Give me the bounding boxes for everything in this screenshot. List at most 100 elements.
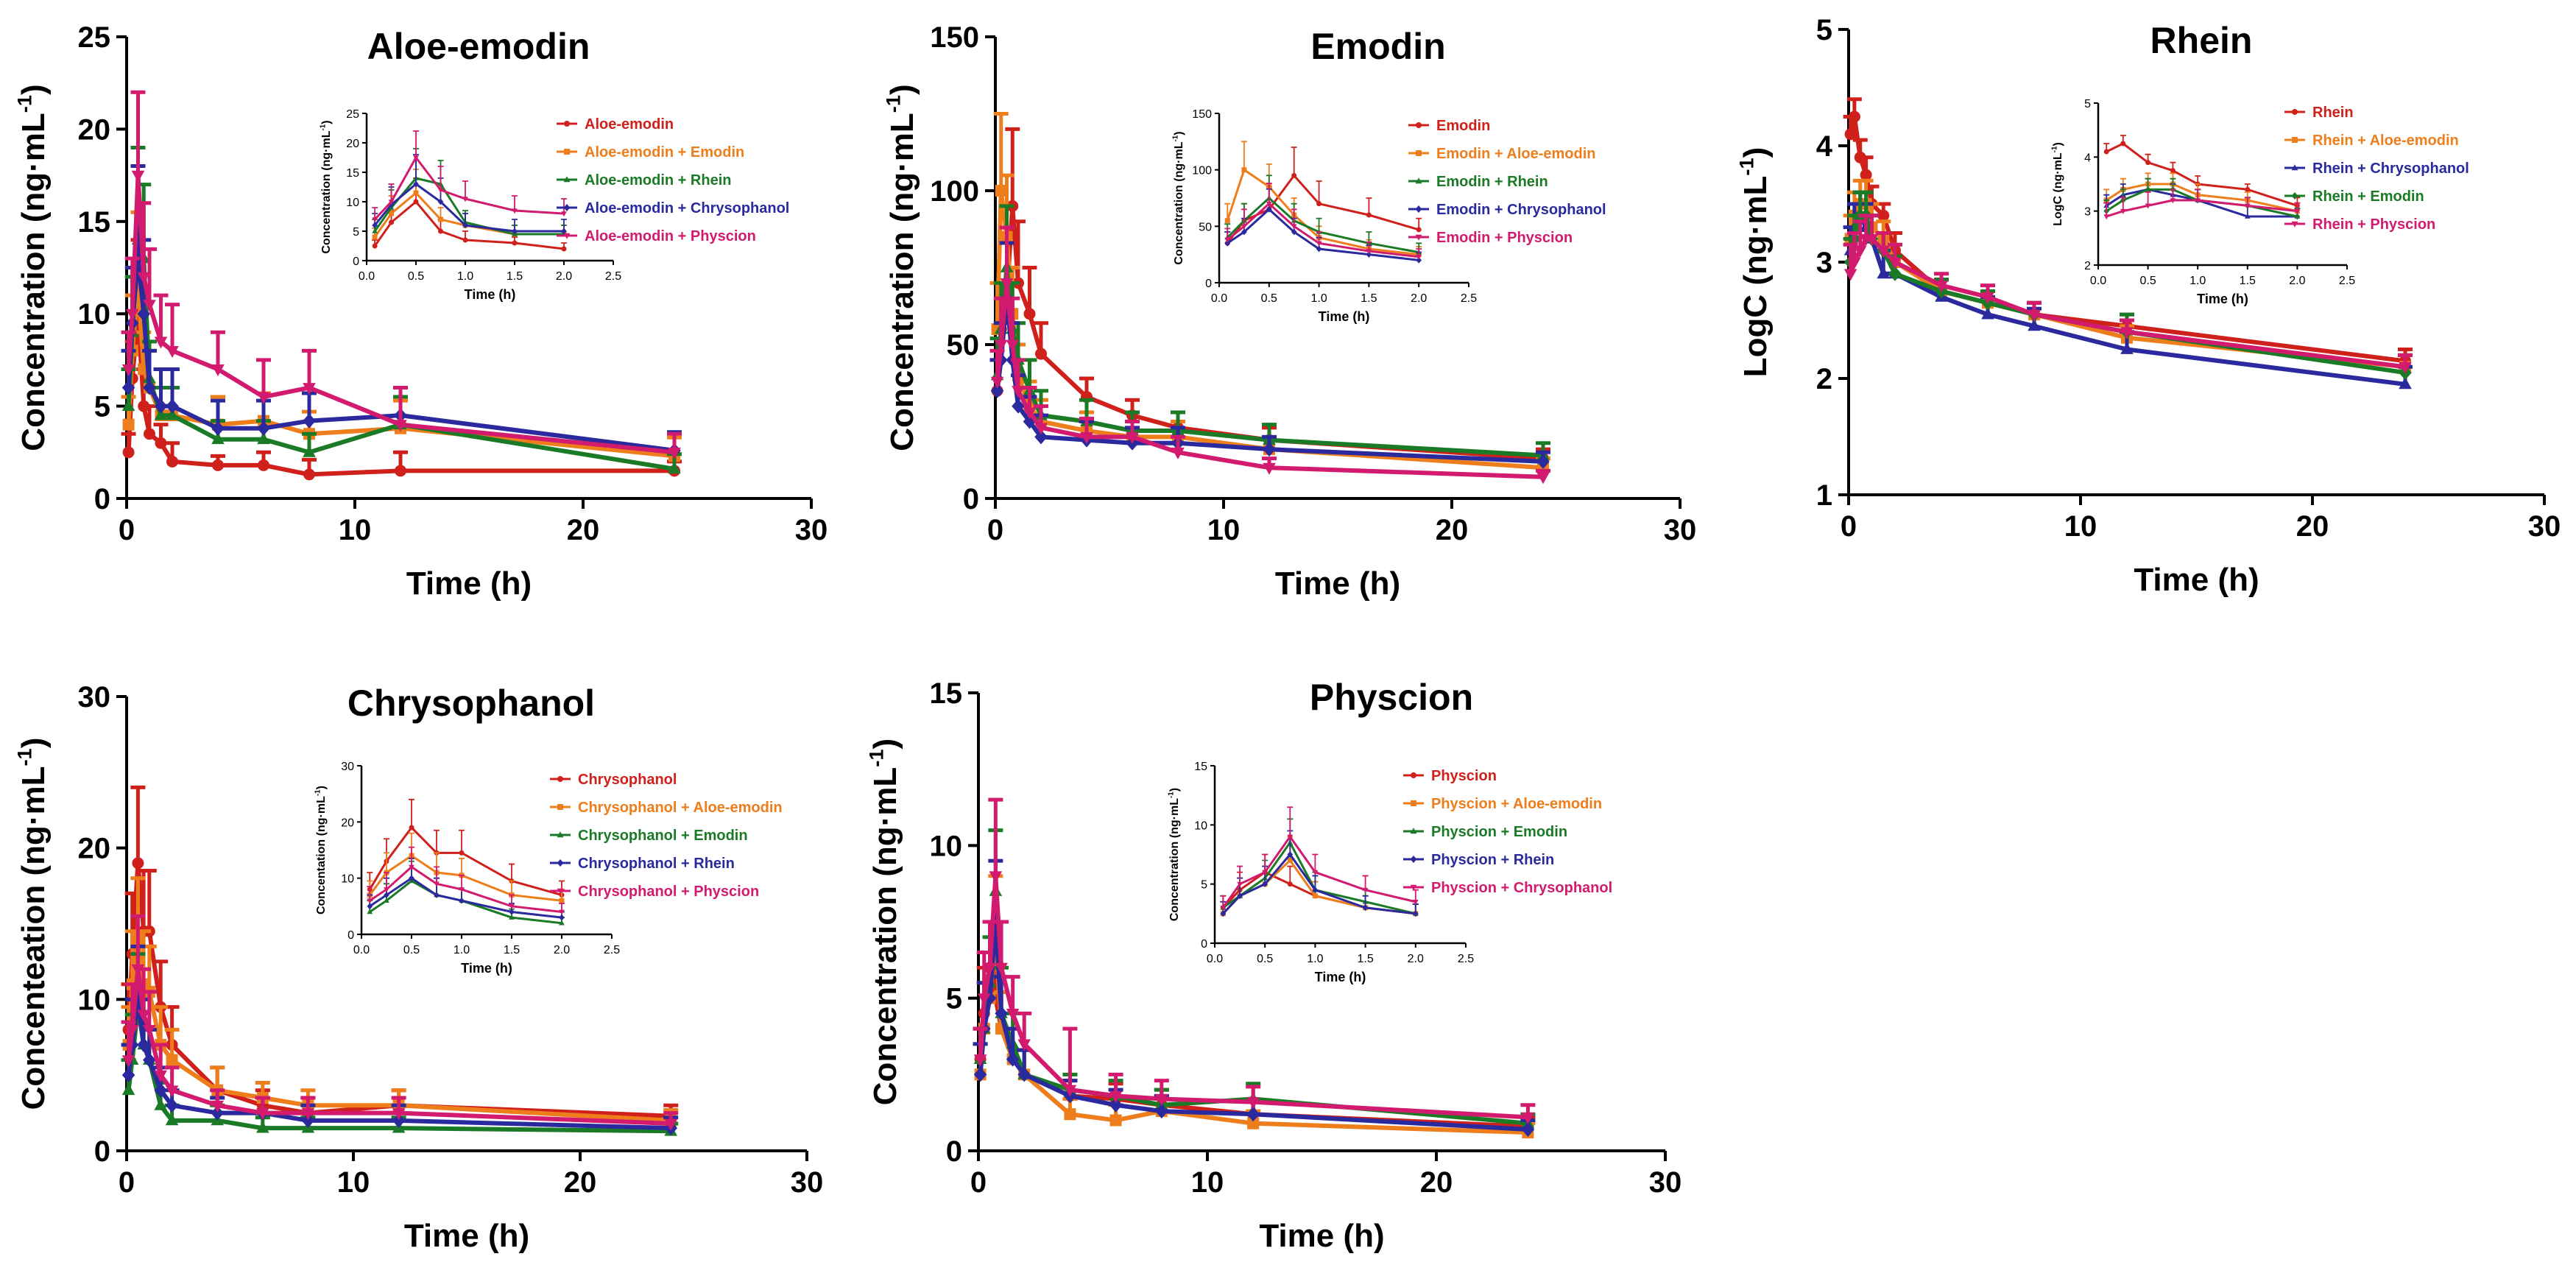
legend-entry: Emodin + Rhein bbox=[1436, 174, 1548, 190]
inset-x-axis-label: Time (h) bbox=[465, 287, 516, 302]
data-point bbox=[1155, 1104, 1168, 1119]
data-point bbox=[256, 1121, 269, 1133]
data-point bbox=[995, 962, 1008, 975]
inset-data-point bbox=[559, 914, 565, 921]
error-bar bbox=[1062, 1026, 1078, 1090]
data-point bbox=[973, 1054, 987, 1067]
inset-x-tick-label: 1.5 bbox=[507, 270, 523, 283]
inset-data-point bbox=[438, 228, 443, 234]
inset-error-bar bbox=[1224, 202, 1231, 221]
inset-y-axis-label: Concentration (ng·mL-1) bbox=[320, 120, 333, 253]
inset-y-tick-label: 15 bbox=[346, 167, 359, 180]
inset-x-tick-label: 0.5 bbox=[1257, 953, 1273, 965]
data-point bbox=[983, 962, 997, 975]
error-bar bbox=[153, 1043, 169, 1076]
inset-x-tick-label: 1.5 bbox=[1357, 953, 1373, 965]
inset-data-point bbox=[2195, 198, 2201, 204]
inset-data-point bbox=[559, 920, 565, 926]
legend-marker bbox=[563, 204, 571, 211]
inset-data-point bbox=[1416, 254, 1422, 260]
error-bar bbox=[153, 293, 169, 342]
data-point bbox=[137, 1037, 150, 1053]
series-aloe-emodin-physcion bbox=[121, 90, 682, 459]
data-point bbox=[121, 399, 135, 411]
inset-data-point bbox=[1316, 245, 1322, 253]
data-point bbox=[137, 1009, 150, 1022]
data-point bbox=[125, 1025, 139, 1037]
legend-entry: Chrysophanol bbox=[578, 772, 677, 788]
error-bar bbox=[994, 920, 1009, 968]
inset-chart: 0 10 20 30 0.0 0.5 1.0 1.5 2.0 2.5 Time (h) Concent… bbox=[314, 761, 621, 976]
inset-data-point bbox=[437, 188, 444, 194]
x-axis-label: Time (h) bbox=[2134, 562, 2259, 598]
y-axis-label: Concentration (ng·mL-1) bbox=[881, 84, 920, 451]
inset-data-point bbox=[561, 246, 567, 252]
data-point bbox=[1263, 442, 1276, 457]
data-point bbox=[1109, 1097, 1123, 1113]
legend-marker bbox=[2292, 109, 2298, 115]
data-point bbox=[1063, 1085, 1077, 1097]
inset-y-tick-label: 5 bbox=[353, 226, 359, 239]
inset-y-tick-label: 10 bbox=[346, 197, 359, 209]
legend-marker bbox=[1410, 828, 1417, 834]
error-bar bbox=[302, 348, 317, 388]
legend-marker bbox=[1411, 772, 1416, 778]
y-tick-label: 20 bbox=[78, 833, 111, 865]
axes-frame bbox=[125, 697, 807, 1152]
inset-data-point bbox=[2120, 208, 2126, 214]
y-tick-label: 25 bbox=[78, 21, 111, 54]
data-point bbox=[1848, 110, 1860, 123]
inset-data-point bbox=[437, 198, 444, 205]
data-point bbox=[1155, 1094, 1168, 1107]
legend-marker bbox=[1415, 234, 1422, 241]
x-tick-label: 30 bbox=[1664, 514, 1697, 546]
data-point bbox=[301, 1113, 315, 1128]
error-bar bbox=[124, 256, 140, 314]
series-physcion-emodin bbox=[973, 828, 1536, 1129]
inset-data-point bbox=[462, 197, 468, 202]
inset-data-point bbox=[2244, 213, 2251, 219]
inset-chart: 0 50 100 150 0.0 0.5 1.0 1.5 2.0 2.5 Time (h) Conce… bbox=[1172, 108, 1478, 324]
inset-x-tick-label: 1.0 bbox=[2189, 275, 2206, 287]
inset-data-point bbox=[559, 898, 565, 903]
inset-data-point bbox=[559, 909, 565, 915]
inset-error-bar bbox=[1266, 183, 1272, 204]
inset-data-point bbox=[1262, 881, 1268, 888]
inset-data-point bbox=[367, 909, 373, 914]
data-point bbox=[303, 468, 315, 481]
y-tick-label: 5 bbox=[94, 391, 110, 423]
data-point bbox=[256, 1108, 269, 1121]
data-point bbox=[1035, 348, 1047, 360]
error-bar bbox=[124, 982, 140, 1030]
inset-data-point bbox=[1366, 212, 1372, 218]
error-bar bbox=[256, 358, 271, 398]
error-bar bbox=[121, 330, 136, 370]
legend-entry: Emodin + Physcion bbox=[1436, 230, 1573, 246]
axes-frame bbox=[994, 37, 1680, 500]
x-tick-label: 20 bbox=[567, 514, 600, 546]
data-point bbox=[211, 1100, 224, 1113]
legend-marker bbox=[2291, 164, 2298, 171]
x-tick-label: 30 bbox=[795, 514, 828, 546]
x-tick-label: 0 bbox=[119, 514, 135, 546]
data-point bbox=[664, 1118, 677, 1131]
x-tick-label: 10 bbox=[2064, 510, 2097, 543]
legend-entry: Emodin + Chrysophanol bbox=[1436, 202, 1606, 218]
inset-x-tick-label: 0.5 bbox=[408, 270, 424, 283]
data-point bbox=[1126, 432, 1139, 444]
inset-data-point bbox=[384, 892, 389, 898]
legend: Aloe-emodin Aloe-emodin + Emodin Aloe-emod… bbox=[557, 116, 789, 244]
series-chrysophanol-physcion bbox=[121, 914, 679, 1131]
y-tick-label: 10 bbox=[78, 984, 111, 1016]
inset-data-point bbox=[459, 887, 465, 893]
inset-error-bar bbox=[1362, 875, 1369, 890]
inset-x-tick-label: 1.5 bbox=[2240, 275, 2256, 287]
x-tick-label: 30 bbox=[2528, 510, 2561, 543]
inset-data-point bbox=[2103, 149, 2109, 155]
data-point bbox=[2399, 377, 2412, 390]
y-axis-label: Concentration (ng·mL-1) bbox=[864, 739, 903, 1105]
data-point bbox=[154, 1070, 167, 1082]
data-point bbox=[668, 447, 681, 459]
y-tick-label: 0 bbox=[94, 1135, 110, 1168]
data-point bbox=[143, 380, 156, 395]
